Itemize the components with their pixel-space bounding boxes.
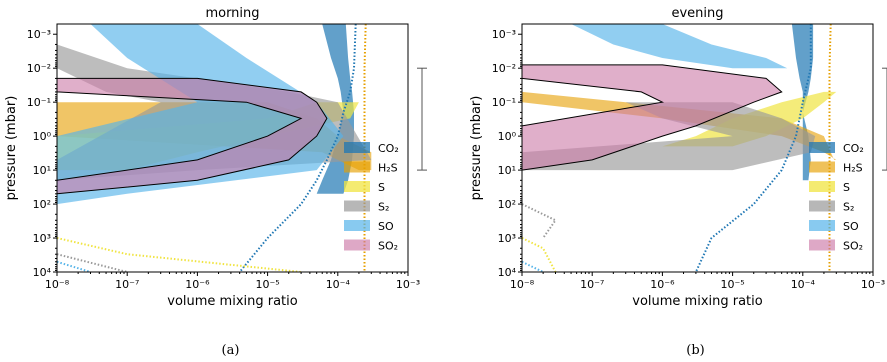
y-tick-label: 10³ bbox=[498, 232, 516, 245]
x-tick-label: 10⁻³ bbox=[396, 278, 420, 291]
y-tick-label: 10² bbox=[498, 198, 516, 211]
band-SO₂ bbox=[522, 64, 783, 171]
profile-CO₂ bbox=[238, 24, 357, 272]
y-tick-label: 10⁻² bbox=[492, 62, 516, 75]
y-tick-label: 10⁴ bbox=[498, 266, 517, 279]
profile-H₂S bbox=[363, 24, 367, 272]
profile-H₂S bbox=[828, 24, 832, 272]
legend-label: CO₂ bbox=[378, 142, 399, 155]
y-tick-label: 10³ bbox=[33, 232, 51, 245]
legend-swatch-SO bbox=[809, 220, 835, 231]
legend-swatch-S₂ bbox=[344, 200, 370, 212]
x-tick-label: 10⁻⁷ bbox=[115, 278, 139, 291]
legend-swatch-S bbox=[809, 181, 835, 192]
x-tick-label: 10⁻⁸ bbox=[510, 278, 535, 291]
legend-label: H₂S bbox=[378, 162, 398, 175]
panel-evening: 10⁻⁸ 10⁻⁷ 10⁻⁶ 10⁻⁵ 10⁻⁴ 10⁻³ 10⁻³ 10⁻² 10⁻¹ 10⁰ 1… bbox=[469, 6, 887, 358]
legend-label: S₂ bbox=[843, 201, 854, 214]
x-tick-label: 10⁻⁷ bbox=[580, 278, 604, 291]
axes-frame bbox=[56, 23, 409, 273]
profile-S₂ bbox=[522, 203, 557, 239]
x-tick-label: 10⁻⁵ bbox=[720, 278, 744, 291]
y-tick-label: 10² bbox=[33, 198, 51, 211]
legend-swatch-SO₂ bbox=[344, 239, 370, 251]
band-SO₂ bbox=[57, 77, 328, 195]
y-tick-label: 10⁻³ bbox=[27, 28, 51, 41]
x-tick-label: 10⁻⁵ bbox=[255, 278, 279, 291]
legend-label: SO₂ bbox=[378, 240, 398, 253]
legend-label: S bbox=[378, 181, 385, 194]
y-tick-label: 10⁻³ bbox=[492, 28, 516, 41]
y-axis-label: pressure (mbar) bbox=[4, 96, 19, 201]
panel-morning: 10⁻⁸ 10⁻⁷ 10⁻⁶ 10⁻⁵ 10⁻⁴ 10⁻³ 10⁻³ 10⁻² 10⁻¹ 10⁰ 1… bbox=[4, 6, 427, 358]
legend: CO₂ H₂S S S₂ SO SO₂ bbox=[344, 142, 399, 253]
y-axis-label: pressure (mbar) bbox=[469, 96, 484, 201]
x-tick-label: 10⁻³ bbox=[861, 278, 885, 291]
legend-swatch-S bbox=[344, 181, 370, 192]
y-tick-label: 10¹ bbox=[498, 164, 516, 177]
plot-area bbox=[57, 24, 372, 272]
y-tick-label: 10⁰ bbox=[33, 130, 52, 143]
axes-frame bbox=[521, 23, 874, 273]
panel-caption: (a) bbox=[222, 343, 240, 358]
x-tick-label: 10⁻⁶ bbox=[185, 278, 210, 291]
legend-swatch-SO bbox=[344, 220, 370, 231]
y-tick-label: 10⁻¹ bbox=[492, 96, 516, 109]
chart-title: evening bbox=[671, 6, 723, 21]
profile-CO₂ bbox=[694, 24, 812, 272]
legend-label: SO₂ bbox=[843, 240, 863, 253]
legend-swatch-S₂ bbox=[809, 200, 835, 212]
x-tick-label: 10⁻⁶ bbox=[650, 278, 675, 291]
y-tick-label: 10⁰ bbox=[498, 130, 517, 143]
x-tick-label: 10⁻⁴ bbox=[791, 278, 816, 291]
profile-SO bbox=[522, 260, 544, 272]
x-axis-label: volume mixing ratio bbox=[167, 294, 298, 309]
band-SO bbox=[571, 24, 788, 69]
chart-title: morning bbox=[205, 6, 259, 21]
profile-S bbox=[522, 237, 557, 272]
x-tick-label: 10⁻⁴ bbox=[326, 278, 351, 291]
legend-swatch-H₂S bbox=[809, 161, 835, 173]
legend-swatch-H₂S bbox=[344, 161, 370, 173]
y-tick-label: 10¹ bbox=[33, 164, 51, 177]
legend-swatch-CO₂ bbox=[344, 142, 370, 153]
legend-swatch-SO₂ bbox=[809, 239, 835, 251]
x-tick-label: 10⁻⁸ bbox=[45, 278, 70, 291]
x-axis-label: volume mixing ratio bbox=[632, 294, 763, 309]
profile-S₂ bbox=[57, 253, 128, 272]
y-tick-label: 10⁻² bbox=[27, 62, 51, 75]
y-tick-label: 10⁴ bbox=[33, 266, 52, 279]
legend-label: H₂S bbox=[843, 162, 863, 175]
legend-label: CO₂ bbox=[843, 142, 864, 155]
legend-label: S₂ bbox=[378, 201, 389, 214]
band-H₂S bbox=[522, 91, 837, 160]
plot-area bbox=[522, 24, 837, 272]
y-tick-label: 10⁻¹ bbox=[27, 96, 51, 109]
panel-caption: (b) bbox=[686, 343, 704, 358]
legend-swatch-CO₂ bbox=[809, 142, 835, 153]
legend-label: SO bbox=[843, 220, 859, 233]
legend-label: SO bbox=[378, 220, 394, 233]
legend: CO₂ H₂S S S₂ SO SO₂ bbox=[809, 142, 864, 253]
legend-label: S bbox=[843, 181, 850, 194]
profile-SO bbox=[57, 260, 91, 272]
